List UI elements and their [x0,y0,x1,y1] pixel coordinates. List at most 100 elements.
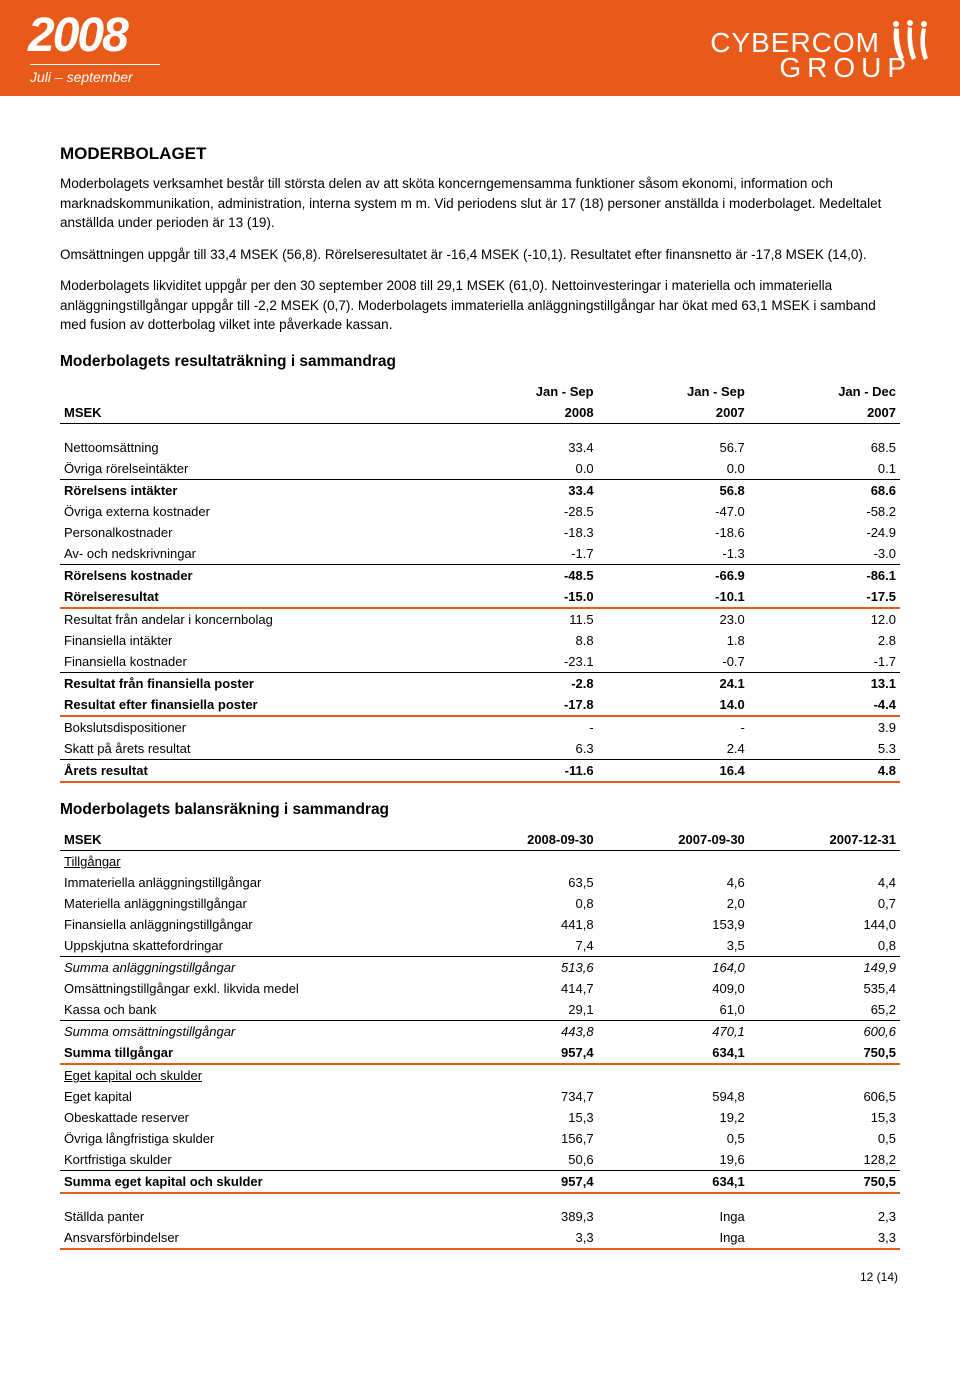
table-row: Materiella anläggningstillgångar0,82,00,… [60,893,900,914]
period-header: Jan - Sep [598,381,749,402]
period-header: 2007 [598,402,749,424]
table-row: Resultat efter finansiella poster-17.814… [60,694,900,716]
cell-value: 68.5 [749,437,900,458]
cell-value: -10.1 [598,586,749,608]
cell-value: 153,9 [598,914,749,935]
cell-value: 16.4 [598,760,749,783]
period-header: Jan - Sep [446,381,597,402]
balance-sheet-table: MSEK 2008-09-30 2007-09-30 2007-12-31 Ti… [60,829,900,1250]
period-label: Juli – september [30,64,160,85]
table-row: Eget kapital och skulder [60,1065,900,1086]
cell-value: 0,8 [749,935,900,957]
cell-value: 3,5 [598,935,749,957]
cell-value: -0.7 [598,651,749,673]
period-header: 2007 [749,402,900,424]
cell-value: 606,5 [749,1086,900,1107]
cell-value: -1.3 [598,543,749,565]
table-row: Finansiella intäkter8.81.82.8 [60,630,900,651]
table-row: Tillgångar [60,851,900,873]
cell-value: -58.2 [749,501,900,522]
cell-value: 19,6 [598,1149,749,1171]
row-label: Ställda panter [60,1206,446,1227]
table-row: Obeskattade reserver15,319,215,3 [60,1107,900,1128]
cell-value: 750,5 [749,1042,900,1064]
cell-value: -47.0 [598,501,749,522]
row-label: Resultat efter finansiella poster [60,694,446,716]
cell-value: 23.0 [598,609,749,630]
row-label: Personalkostnader [60,522,446,543]
period-header: 2007-12-31 [749,829,900,851]
row-label: Av- och nedskrivningar [60,543,446,565]
group-label: Tillgångar [60,851,446,873]
cell-value: Inga [598,1206,749,1227]
table-row: Rörelsens intäkter33.456.868.6 [60,480,900,502]
period-header: 2007-09-30 [598,829,749,851]
period-header: Jan - Dec [749,381,900,402]
cell-value: 56.7 [598,437,749,458]
cell-value: 389,3 [446,1206,597,1227]
table-row: Bokslutsdispositioner--3.9 [60,717,900,738]
row-label: Resultat från finansiella poster [60,673,446,695]
paragraph: Moderbolagets verksamhet består till stö… [60,174,900,233]
row-label: Materiella anläggningstillgångar [60,893,446,914]
cell-value: 2.4 [598,738,749,760]
balance-sheet-title: Moderbolagets balansräkning i sammandrag [60,801,900,819]
cell-value: 65,2 [749,999,900,1021]
cell-value: 14.0 [598,694,749,716]
cell-value: 0,5 [749,1128,900,1149]
table-row: Rörelseresultat-15.0-10.1-17.5 [60,586,900,608]
cell-value: 470,1 [598,1021,749,1043]
cell-value: 24.1 [598,673,749,695]
cell-value: 4.8 [749,760,900,783]
cell-value: 149,9 [749,957,900,979]
page-number: 12 (14) [60,1270,900,1284]
cell-value: 68.6 [749,480,900,502]
section-title: MODERBOLAGET [60,144,900,164]
cell-value: 0,7 [749,893,900,914]
cell-value: 128,2 [749,1149,900,1171]
cell-value: 3,3 [749,1227,900,1249]
cell-value: 594,8 [598,1086,749,1107]
cell-value: -24.9 [749,522,900,543]
cell-value: 0.0 [446,458,597,480]
cell-value: -23.1 [446,651,597,673]
cell-value: 0,8 [446,893,597,914]
table-row: Övriga rörelseintäkter0.00.00.1 [60,458,900,480]
group-label: Eget kapital och skulder [60,1065,446,1086]
cell-value: 2,0 [598,893,749,914]
cell-value: 441,8 [446,914,597,935]
table-row: Rörelsens kostnader-48.5-66.9-86.1 [60,565,900,587]
row-label: Kassa och bank [60,999,446,1021]
row-label: Kortfristiga skulder [60,1149,446,1171]
cell-value: 634,1 [598,1171,749,1194]
row-label: Finansiella intäkter [60,630,446,651]
cell-value: 409,0 [598,978,749,999]
table-row: Ställda panter389,3Inga2,3 [60,1206,900,1227]
cell-value: -66.9 [598,565,749,587]
row-label: Rörelsens intäkter [60,480,446,502]
report-header: 2008 Juli – september CYBERCOM GROUP [0,0,960,96]
row-label: Nettoomsättning [60,437,446,458]
row-label: Eget kapital [60,1086,446,1107]
table-row: Eget kapital734,7594,8606,5 [60,1086,900,1107]
row-label: Resultat från andelar i koncernbolag [60,609,446,630]
cell-value: 7,4 [446,935,597,957]
table-row: Av- och nedskrivningar-1.7-1.3-3.0 [60,543,900,565]
income-statement-title: Moderbolagets resultaträkning i sammandr… [60,353,900,371]
table-row: Summa anläggningstillgångar513,6164,0149… [60,957,900,979]
table-row: Årets resultat-11.616.44.8 [60,760,900,783]
cell-value: - [598,717,749,738]
cell-value: 4,4 [749,872,900,893]
row-label: Övriga externa kostnader [60,501,446,522]
table-row: Resultat från finansiella poster-2.824.1… [60,673,900,695]
cell-value: 957,4 [446,1042,597,1064]
row-label: Uppskjutna skattefordringar [60,935,446,957]
row-label: Finansiella kostnader [60,651,446,673]
brand-name-2: GROUP [779,52,912,84]
table-row: Personalkostnader-18.3-18.6-24.9 [60,522,900,543]
cell-value: -4.4 [749,694,900,716]
cell-value: -15.0 [446,586,597,608]
cell-value: 61,0 [598,999,749,1021]
cell-value: -48.5 [446,565,597,587]
paragraph: Moderbolagets likviditet uppgår per den … [60,276,900,335]
